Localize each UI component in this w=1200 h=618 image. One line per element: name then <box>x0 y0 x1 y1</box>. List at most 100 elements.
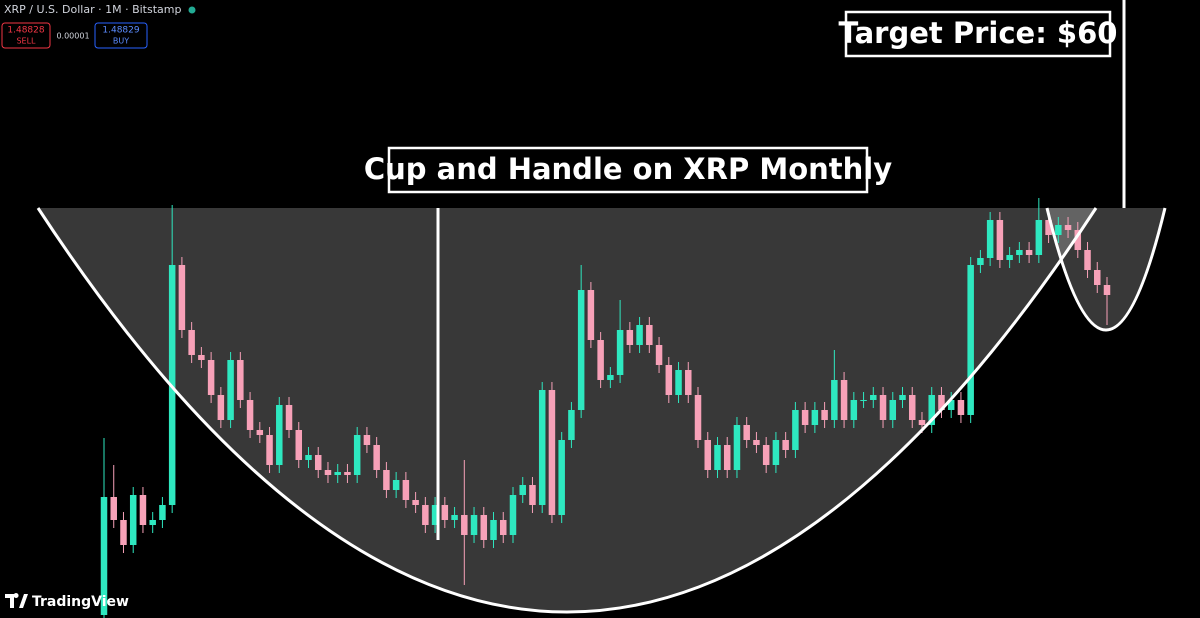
candle-body <box>1084 250 1091 270</box>
candle-body <box>198 355 205 360</box>
status-dot <box>188 6 196 14</box>
candle-body <box>149 520 156 525</box>
candle-body <box>967 265 974 415</box>
candle-body <box>178 265 186 330</box>
candle-body <box>246 400 254 430</box>
candle-body <box>441 505 449 520</box>
candle-body <box>899 395 906 400</box>
candle-body <box>977 258 984 265</box>
candles <box>100 198 1111 618</box>
cup-fill <box>38 208 1096 612</box>
candle-body <box>188 330 195 355</box>
sell-label: SELL <box>16 37 36 46</box>
candle-body <box>276 405 283 465</box>
symbol: XRP / U.S. Dollar · 1M · Bitstamp <box>4 3 181 16</box>
candle-body <box>889 400 897 420</box>
candle-body <box>607 375 614 380</box>
candle-body <box>519 485 526 495</box>
candle-body <box>383 470 390 490</box>
candle-body <box>1074 230 1082 250</box>
candle-body <box>626 330 634 345</box>
candle-body <box>529 485 536 505</box>
candle-body <box>558 440 565 515</box>
candle-body <box>470 515 478 535</box>
sell-price: 1.48828 <box>7 26 44 36</box>
sell-button[interactable] <box>1 22 51 49</box>
candle-body <box>120 520 127 545</box>
candle-body <box>227 360 234 420</box>
candle-body <box>772 440 780 465</box>
annotation: Cup and Handle on XRP Monthly <box>364 152 892 186</box>
spread: 0.00001 <box>56 32 89 41</box>
candle-body <box>334 472 341 475</box>
candle-body <box>480 515 488 540</box>
candle-body <box>616 330 624 375</box>
candle-body <box>256 430 264 435</box>
candle-body <box>840 380 848 420</box>
candle-body <box>753 440 760 445</box>
candle-body <box>237 360 244 400</box>
candle-body <box>723 445 731 470</box>
pattern-lines <box>36 0 1167 614</box>
candle-body <box>1035 220 1043 255</box>
candle-body <box>422 505 429 525</box>
candle-body <box>285 405 293 430</box>
brand: TradingView <box>32 594 129 610</box>
candle-body <box>1006 255 1013 260</box>
candle-body <box>353 435 361 475</box>
candle-body <box>431 505 439 525</box>
target-box <box>844 10 1112 58</box>
candle-body <box>850 400 858 420</box>
candle-body <box>762 445 770 465</box>
candle-body <box>655 345 663 365</box>
candle-body <box>636 325 643 345</box>
logo: TradingView <box>5 593 129 610</box>
candle-body <box>110 497 117 520</box>
candle-body <box>266 435 273 465</box>
buy-button[interactable] <box>94 22 148 49</box>
buy-price: 1.48829 <box>102 26 139 36</box>
candle-body <box>392 480 400 490</box>
candle-body <box>577 290 585 410</box>
candle-body <box>694 395 702 440</box>
handle-curve <box>1045 207 1167 332</box>
candle-body <box>947 400 955 410</box>
candle-body <box>938 395 945 410</box>
candle-body <box>1045 220 1052 235</box>
candle-body <box>986 220 994 258</box>
candle-body <box>918 420 926 425</box>
candle-body <box>821 410 828 420</box>
candle-body <box>733 425 741 470</box>
candle-body <box>675 370 682 395</box>
candle-body <box>1055 225 1062 235</box>
candle-body <box>1016 250 1023 255</box>
candle-body <box>646 325 653 345</box>
buy-label: BUY <box>113 37 129 46</box>
candle-body <box>870 395 877 400</box>
annotation-box <box>387 146 869 194</box>
candle-body <box>743 425 750 440</box>
candle-body <box>305 455 312 460</box>
candle-body <box>129 495 137 545</box>
candle-body <box>996 220 1004 260</box>
candle-body <box>1025 250 1033 255</box>
candle-body <box>538 390 546 505</box>
candle-body <box>461 515 468 535</box>
candle-body <box>928 395 935 425</box>
candle-body <box>500 520 507 535</box>
candle-body <box>314 455 322 470</box>
candle-body <box>860 400 867 401</box>
candle-body <box>792 410 799 450</box>
cup-curve <box>36 207 1098 614</box>
candle-body <box>831 380 838 420</box>
candle-body <box>100 497 108 615</box>
candle-body <box>324 470 332 475</box>
candle-body <box>548 390 556 515</box>
candle-body <box>811 410 819 425</box>
candle-body <box>1103 285 1111 295</box>
candle-body <box>295 430 303 460</box>
candle-body <box>1094 270 1101 285</box>
candle-body <box>412 500 419 505</box>
pattern-fill <box>38 208 1165 612</box>
